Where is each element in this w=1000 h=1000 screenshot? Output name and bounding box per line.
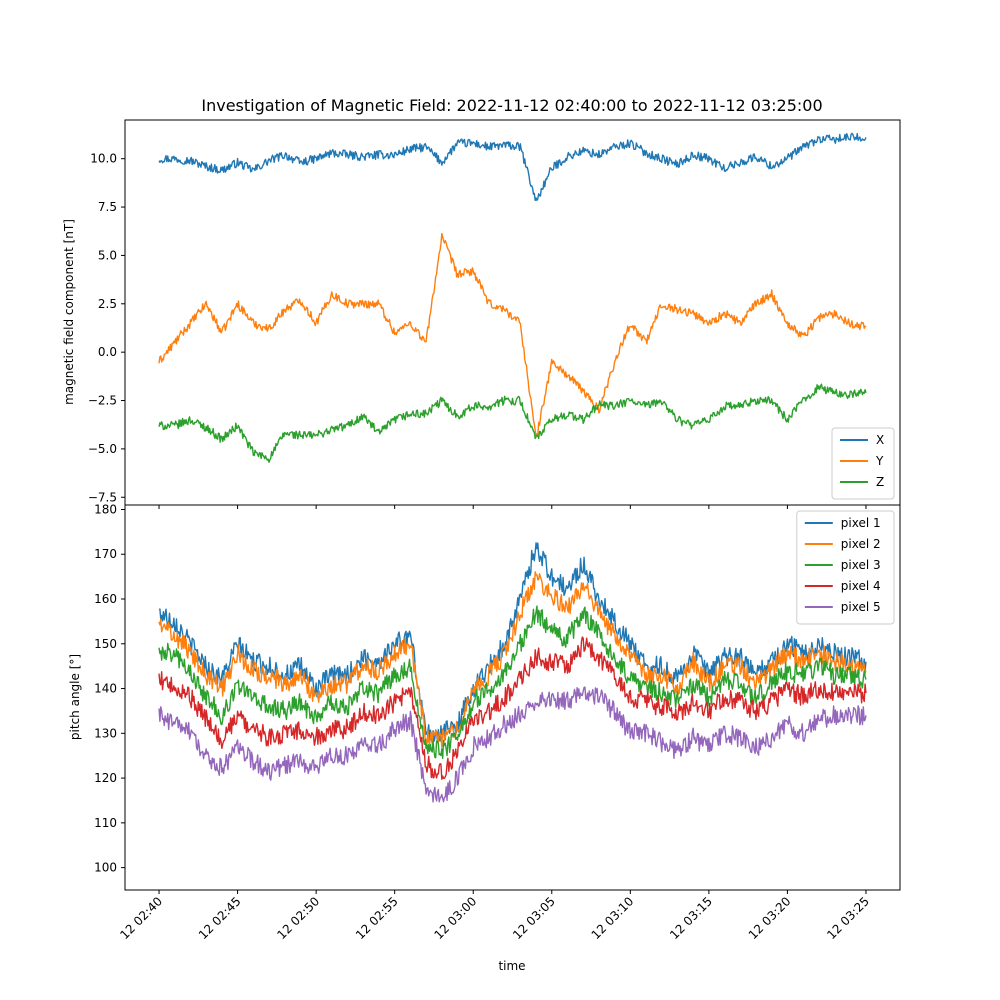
series-line-pixel-1 xyxy=(158,542,867,744)
y-tick-label: 170 xyxy=(94,547,117,561)
y-tick-label: 140 xyxy=(94,682,117,696)
legend-entry-label: pixel 4 xyxy=(841,579,881,593)
legend-entry-label: Y xyxy=(875,454,884,468)
legend-entry-label: pixel 2 xyxy=(841,537,881,551)
magnetic-field-legend: XYZ xyxy=(831,427,895,500)
magnetic-field-y-label: magnetic field component [nT] xyxy=(62,219,76,405)
y-tick-label: 5.0 xyxy=(98,248,117,262)
y-tick-label: 7.5 xyxy=(98,200,117,214)
legend-entry-label: pixel 5 xyxy=(841,600,881,614)
y-tick-label: 2.5 xyxy=(98,297,117,311)
pitch-angle-series xyxy=(158,542,867,803)
y-tick-label: 150 xyxy=(94,637,117,651)
y-tick-label: 10.0 xyxy=(90,152,117,166)
series-line-z xyxy=(158,383,867,463)
y-tick-label: −5.0 xyxy=(88,442,117,456)
series-line-y xyxy=(158,232,867,438)
legend-box xyxy=(831,427,895,500)
y-tick-label: 160 xyxy=(94,592,117,606)
legend-box xyxy=(796,510,895,625)
series-line-pixel-2 xyxy=(158,571,867,748)
series-line-pixel-5 xyxy=(158,686,867,803)
series-line-x xyxy=(158,132,867,202)
magnetic-field-series xyxy=(158,132,867,463)
legend-entry-label: Z xyxy=(876,475,884,489)
legend-entry-label: pixel 3 xyxy=(841,558,881,572)
y-tick-label: 180 xyxy=(94,502,117,516)
series-line-pixel-3 xyxy=(158,605,867,759)
magnetic-field-panel: −7.5 −5.0 −2.5 0.0 2.5 5.0 7.5 10.0 magnetic fi… xyxy=(62,119,901,509)
y-tick-label: 130 xyxy=(94,726,117,740)
y-tick-label: 0.0 xyxy=(98,345,117,359)
pitch-angle-y-label: pitch angle [°] xyxy=(68,654,82,740)
pitch-angle-plot-frame xyxy=(124,504,901,891)
magnetic-field-y-ticks: −7.5 −5.0 −2.5 0.0 2.5 5.0 7.5 10.0 xyxy=(88,152,867,509)
series-line-pixel-4 xyxy=(158,636,867,780)
x-axis-label: time xyxy=(498,959,525,973)
y-tick-label: −7.5 xyxy=(88,490,117,504)
y-tick-label: 100 xyxy=(94,861,117,875)
y-tick-label: −2.5 xyxy=(88,394,117,408)
y-tick-label: 110 xyxy=(94,816,117,830)
legend-entry-label: pixel 1 xyxy=(841,516,881,530)
legend-entry-label: X xyxy=(876,433,884,447)
pitch-angle-legend: pixel 1 pixel 2 pixel 3 pixel 4 pixel 5 xyxy=(796,510,895,625)
y-tick-label: 120 xyxy=(94,771,117,785)
pitch-angle-y-ticks: 100 110 120 130 140 150 160 170 180 xyxy=(94,502,125,875)
figure-title: Investigation of Magnetic Field: 2022-11… xyxy=(201,96,822,115)
